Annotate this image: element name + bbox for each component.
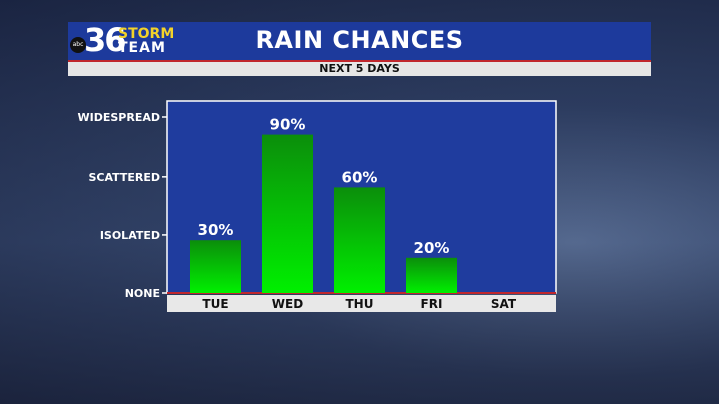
bar-fri <box>406 257 457 293</box>
y-tick-label: WIDESPREAD <box>78 111 160 124</box>
data-label: 60% <box>342 168 378 186</box>
subtitle: NEXT 5 DAYS <box>68 62 651 76</box>
bar-tue <box>190 240 241 293</box>
station-logo: abc 36 STORM TEAM <box>70 21 180 59</box>
data-label: 90% <box>270 116 306 134</box>
y-tick-label: ISOLATED <box>100 229 160 242</box>
logo-team: TEAM <box>118 40 166 56</box>
data-label: 20% <box>414 239 450 257</box>
x-tick-label: FRI <box>421 297 443 311</box>
data-label: 30% <box>198 221 234 239</box>
title-banner: abc 36 STORM TEAM RAIN CHANCES <box>68 21 651 60</box>
y-tick-label: NONE <box>125 287 160 300</box>
x-tick-label: TUE <box>202 297 228 311</box>
y-tick-label: SCATTERED <box>88 171 160 184</box>
x-tick-label: THU <box>346 297 374 311</box>
x-tick-label: SAT <box>491 297 517 311</box>
bar-wed <box>262 134 313 293</box>
abc-logo-icon: abc <box>70 37 86 53</box>
divider <box>68 60 651 62</box>
bar-thu <box>334 187 385 293</box>
x-tick-label: WED <box>272 297 303 311</box>
page-title: RAIN CHANCES <box>255 26 464 54</box>
logo-number: 36 <box>84 21 127 59</box>
logo-storm: STORM <box>118 26 175 42</box>
category-strip <box>167 295 556 312</box>
